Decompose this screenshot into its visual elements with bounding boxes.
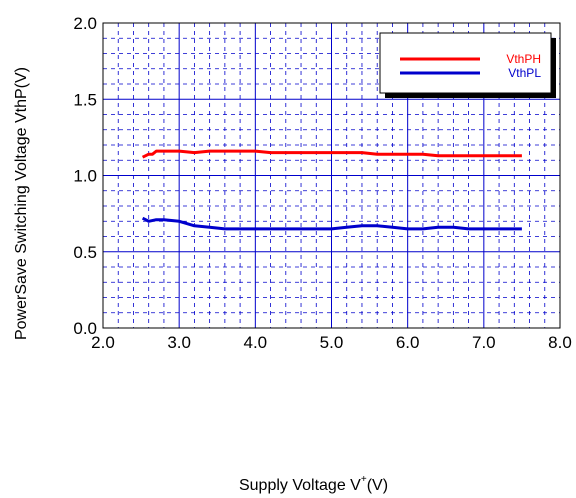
x-tick-label: 3.0	[167, 333, 191, 352]
x-tick-labels: 2.0 3.0 4.0 5.0 6.0 7.0 8.0	[91, 333, 572, 352]
y-tick-label: 0.5	[73, 243, 97, 262]
x-tick-label: 6.0	[396, 333, 420, 352]
x-axis-label: Supply Voltage V+(V)	[239, 474, 388, 494]
x-tick-label: 2.0	[91, 333, 115, 352]
x-axis-label-main: Supply Voltage V	[239, 477, 361, 494]
series-line-vthpl	[141, 216, 522, 231]
y-tick-label: 2.0	[73, 14, 97, 33]
y-tick-labels: 0.0 0.5 1.0 1.5 2.0	[73, 14, 97, 338]
plot-frame	[102, 22, 561, 329]
series-line-vthph	[141, 149, 522, 159]
x-axis-label-unit: (V)	[367, 477, 388, 494]
y-tick-label: 1.0	[73, 167, 97, 186]
y-axis-label: PowerSave Switching Voltage VthP(V)	[13, 67, 30, 340]
y-tick-label: 1.5	[73, 90, 97, 109]
series-layer	[141, 149, 522, 231]
x-tick-label: 4.0	[244, 333, 268, 352]
legend-label-vthpl: VthPL	[508, 66, 541, 80]
legend-label-vthph: VthPH	[506, 52, 541, 66]
x-tick-label: 8.0	[548, 333, 572, 352]
x-axis-label-superscript: +	[361, 474, 367, 485]
legend-box	[379, 32, 552, 94]
legend: VthPH VthPL	[379, 32, 556, 98]
x-tick-label: 7.0	[472, 333, 496, 352]
x-tick-label: 5.0	[320, 333, 344, 352]
y-tick-label: 0.0	[73, 319, 97, 338]
